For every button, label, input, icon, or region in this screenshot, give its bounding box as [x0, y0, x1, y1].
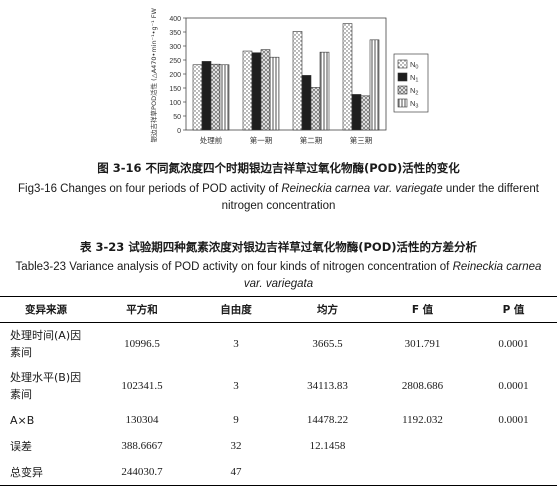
table-row: 误差 388.6667 32 12.1458 [0, 433, 557, 459]
table-header-row: 变异来源 平方和 自由度 均方 F 值 P 值 [0, 296, 557, 323]
header-ss: 平方和 [92, 296, 192, 323]
bar-n2 [360, 95, 371, 131]
figure-caption-cn: 图 3-16 不同氮浓度四个时期银边吉祥草过氧化物酶(POD)活性的变化 [97, 161, 460, 175]
cell-ss: 10996.5 [124, 338, 160, 350]
bar-n3 [369, 39, 380, 131]
cell-f [375, 433, 470, 459]
bar-n0 [292, 31, 303, 131]
header-p: P 值 [470, 296, 557, 323]
cell-ss: 388.6667 [121, 440, 163, 452]
table-row: 处理水平(B)因素间 102341.5 3 34113.83 2808.686 … [0, 365, 557, 407]
bar-n3 [269, 56, 280, 131]
cell-source: 处理水平(B)因素间 [10, 371, 82, 401]
bar-chart-figure: 0 50 100 150 200 250 300 350 400 银边吉祥草POD活性 (△A47… [140, 8, 430, 156]
cell-df: 9 [233, 414, 239, 426]
y-tick-label: 200 [169, 72, 181, 79]
cell-ms: 34113.83 [307, 380, 348, 392]
cell-f: 301.791 [404, 338, 441, 350]
y-tick-label: 100 [169, 100, 181, 107]
cell-ms: 3665.5 [312, 338, 343, 350]
table-caption-en: Table3-23 Variance analysis of POD activ… [15, 261, 542, 290]
y-tick-label: 50 [173, 114, 181, 121]
bar-chart: 0 50 100 150 200 250 300 350 400 银边吉祥草POD活性 (△A47… [149, 8, 429, 145]
table-row: 处理时间(A)因素间 10996.5 3 3665.5 301.791 0.00… [0, 323, 557, 366]
cell-ms [280, 459, 375, 486]
cell-p: 0.0001 [498, 414, 529, 426]
cell-ss: 130304 [125, 414, 159, 426]
y-tick-label: 250 [169, 58, 181, 65]
legend-label: N0 [410, 60, 418, 71]
cell-f [375, 459, 470, 486]
legend-swatch [397, 85, 408, 95]
cell-f: 2808.686 [401, 380, 444, 392]
header-ms: 均方 [280, 296, 375, 323]
legend-swatch [397, 98, 408, 108]
anova-table: 变异来源 平方和 自由度 均方 F 值 P 值 处理时间(A)因素间 10996… [0, 296, 557, 486]
figure-caption-en: Fig3-16 Changes on four periods of POD a… [17, 183, 539, 212]
cell-source: 处理时间(A)因素间 [10, 329, 82, 359]
bar-n0 [242, 50, 253, 131]
cell-df: 32 [230, 440, 242, 452]
y-tick-label: 300 [169, 44, 181, 51]
cell-ss: 102341.5 [121, 380, 163, 392]
legend-label: N1 [410, 73, 418, 84]
cell-source: 误差 [10, 439, 32, 453]
cell-ss: 244030.7 [92, 459, 192, 486]
cell-source: 总变异 [0, 459, 92, 486]
y-tick-label: 350 [169, 30, 181, 37]
cell-p [470, 459, 557, 486]
bar-n3 [319, 51, 330, 131]
bar-n0 [342, 23, 353, 131]
x-tick-label: 处理前 [200, 135, 223, 145]
cell-df: 47 [192, 459, 280, 486]
x-tick-label: 第一期 [250, 135, 273, 145]
header-f: F 值 [375, 296, 470, 323]
legend-label: N3 [410, 99, 418, 110]
bar-n1 [351, 94, 362, 131]
bar-n2 [210, 63, 221, 131]
bar-n1 [251, 52, 262, 131]
header-df: 自由度 [192, 296, 280, 323]
legend-label: N2 [410, 86, 418, 97]
table-caption-cn: 表 3-23 试验期四种氮素浓度对银边吉祥草过氧化物酶(POD)活性的方差分析 [79, 240, 478, 254]
table-row: 总变异 244030.7 47 [0, 459, 557, 486]
cell-p: 0.0001 [498, 380, 529, 392]
y-tick-label: 150 [169, 86, 181, 93]
bar-n2 [260, 49, 271, 131]
x-tick-label: 第二期 [300, 135, 323, 145]
y-tick-label: 0 [177, 128, 181, 135]
cell-p: 0.0001 [498, 338, 529, 350]
header-source: 变异来源 [0, 296, 92, 323]
legend-swatch [397, 72, 408, 82]
legend-swatch [397, 59, 408, 69]
bar-n1 [201, 61, 212, 131]
cell-source: A×B [10, 413, 35, 427]
y-axis-label: 银边吉祥草POD活性 (△A470•min⁻¹•g⁻¹ FW) [149, 8, 158, 142]
cell-f: 1192.032 [402, 414, 443, 426]
cell-df: 3 [233, 338, 239, 350]
bar-n0 [192, 64, 203, 131]
bar-n3 [219, 64, 230, 131]
cell-ms: 14478.22 [306, 414, 349, 426]
cell-df: 3 [233, 380, 239, 392]
cell-p [470, 433, 557, 459]
x-tick-label: 第三期 [350, 135, 373, 145]
bar-n1 [301, 75, 312, 131]
cell-ms: 12.1458 [309, 440, 346, 452]
table-row: A×B 130304 9 14478.22 1192.032 0.0001 [0, 407, 557, 433]
bar-n2 [310, 87, 321, 131]
y-tick-label: 400 [169, 16, 181, 23]
